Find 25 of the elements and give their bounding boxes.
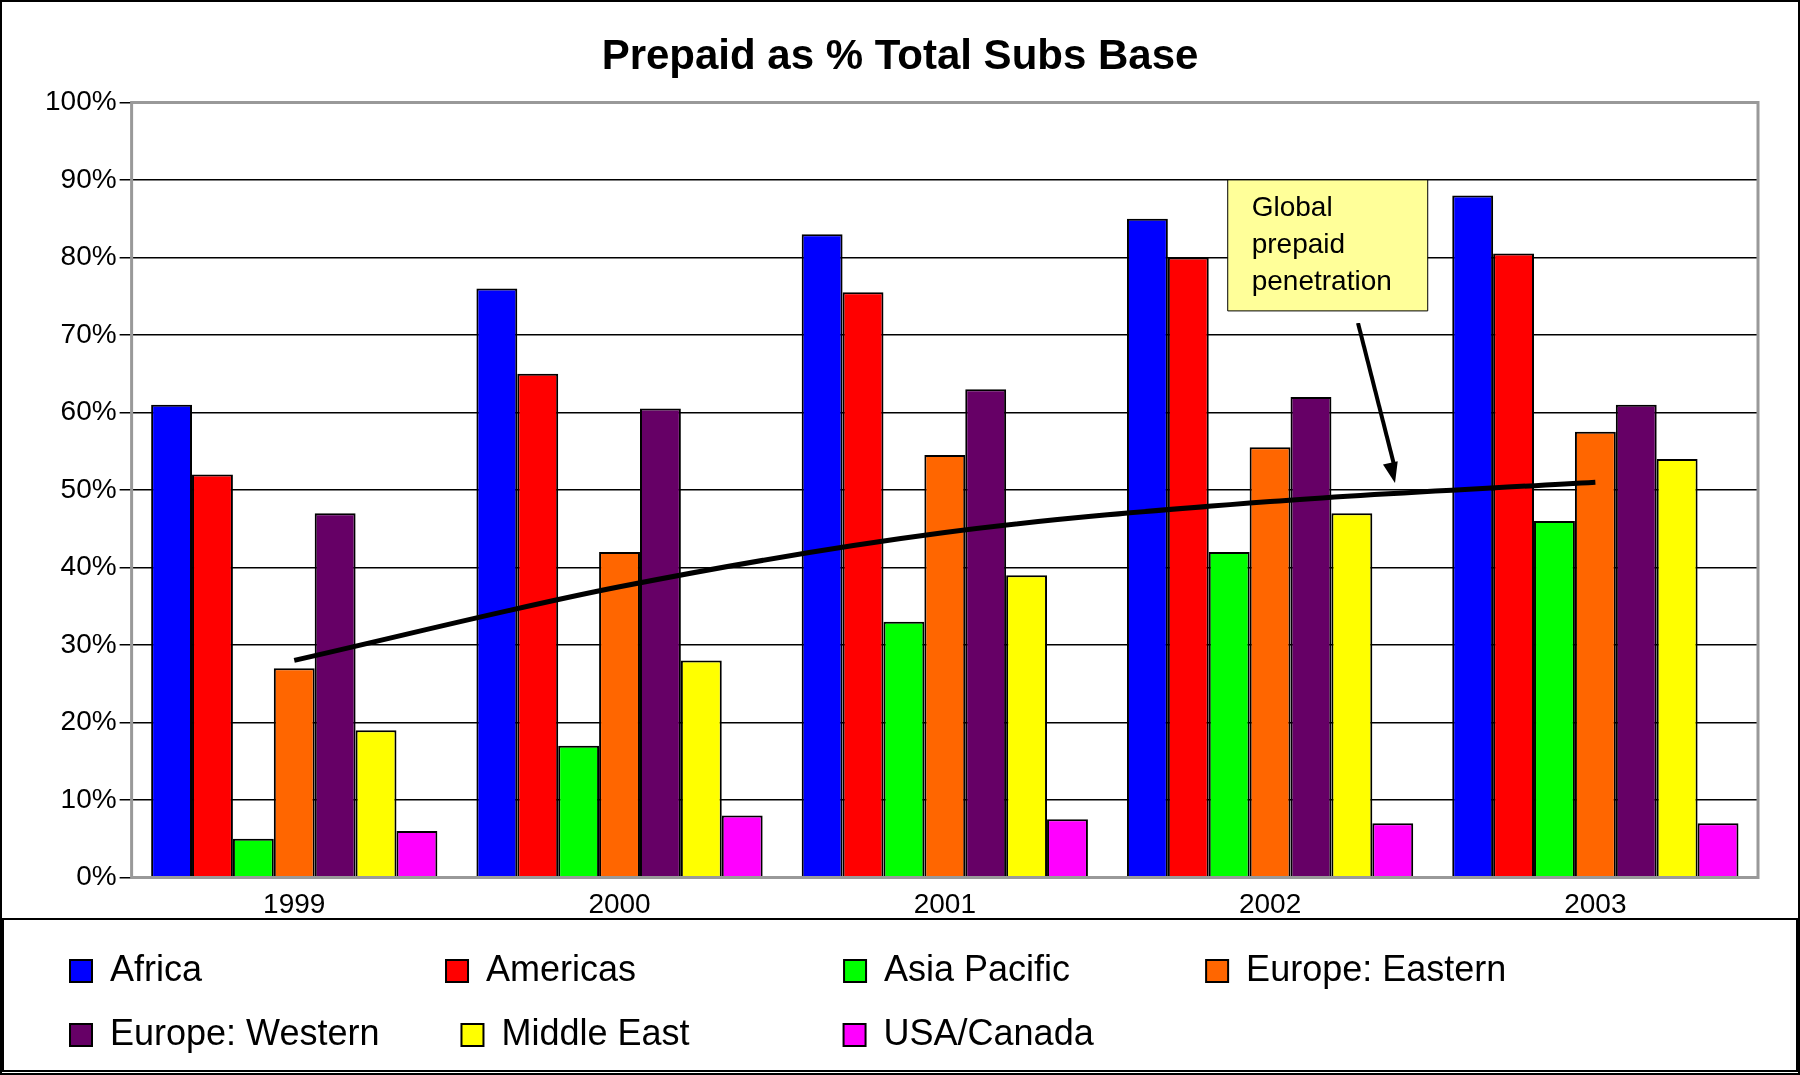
legend-label: Europe: Eastern	[1246, 947, 1561, 989]
legend-label: Africa	[110, 947, 419, 989]
x-tick-label: 2000	[588, 887, 651, 919]
x-tick-label: 2002	[1238, 887, 1302, 919]
y-tick-label: 20%	[60, 705, 117, 737]
x-tick-label: 1999	[263, 887, 326, 919]
legend-label: Asia Pacific	[884, 947, 1179, 989]
y-tick-label: 40%	[60, 550, 117, 582]
y-tick-label: 0%	[76, 860, 117, 892]
y-tick-label: 30%	[60, 627, 117, 659]
y-tick-label: 70%	[60, 317, 117, 349]
legend-label: Middle East	[501, 1011, 816, 1053]
legend-label: USA/Canada	[883, 1011, 1238, 1053]
annotation: Global prepaid penetration	[1251, 190, 1392, 296]
y-tick-label: 10%	[60, 782, 117, 814]
legend-label: Americas	[486, 947, 817, 989]
y-tick-label: 100%	[44, 85, 117, 117]
y-tick-label: 50%	[60, 472, 117, 504]
x-tick-label: 2003	[1564, 887, 1627, 919]
y-tick-label: 90%	[60, 162, 117, 194]
legend-label: Europe: Western	[110, 1011, 434, 1053]
y-tick-label: 60%	[60, 395, 117, 427]
chart-title: Prepaid as % Total Subs Base	[601, 30, 1199, 78]
x-tick-label: 2001	[913, 887, 976, 919]
y-tick-label: 80%	[60, 240, 117, 272]
